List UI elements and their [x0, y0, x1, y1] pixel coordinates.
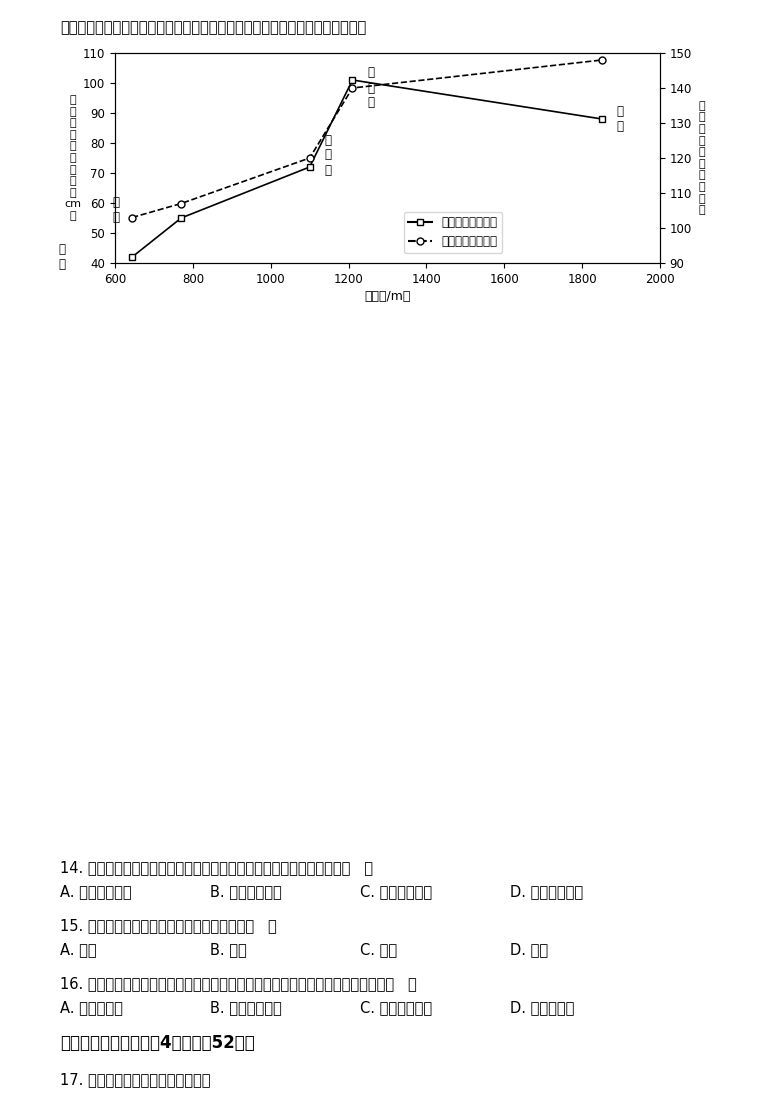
- Text: 特
克
斯: 特 克 斯: [367, 66, 374, 109]
- Text: D. 水资源管理: D. 水资源管理: [510, 1000, 574, 1015]
- Text: 伊犁地区五个观测站的土壤最大冻结深度和平均冻结日数。据此完成下面小题。: 伊犁地区五个观测站的土壤最大冻结深度和平均冻结日数。据此完成下面小题。: [60, 20, 367, 35]
- Text: 尼
勒
克: 尼 勒 克: [324, 133, 331, 176]
- Text: 昭
苏: 昭 苏: [616, 105, 623, 133]
- Text: 伊
宁: 伊 宁: [58, 243, 66, 271]
- X-axis label: （海拔/m）: （海拔/m）: [364, 290, 411, 303]
- Text: D. 气温: D. 气温: [510, 942, 548, 957]
- Text: 平
均
土
壤
冻
结
日
数
／
天: 平 均 土 壤 冻 结 日 数 ／ 天: [699, 100, 705, 215]
- Text: D. 平均气温更高: D. 平均气温更高: [510, 884, 583, 899]
- Text: A. 海拔: A. 海拔: [60, 942, 97, 957]
- Text: 土
壤
冻
结
最
大
深
度
（
cm
）: 土 壤 冻 结 最 大 深 度 （ cm ）: [65, 95, 81, 221]
- Text: C. 光照: C. 光照: [360, 942, 397, 957]
- Text: 15. 决定伊犁地区土壤冻结日数的根本因素是（   ）: 15. 决定伊犁地区土壤冻结日数的根本因素是（ ）: [60, 918, 277, 933]
- Legend: 土壤冻结最大深度, 平均土壤冻结日数: 土壤冻结最大深度, 平均土壤冻结日数: [404, 212, 502, 253]
- Text: 14. 与特克斯相比，昭苏土壤冻结最大深度较浅，其主要原因是昭苏的（   ）: 14. 与特克斯相比，昭苏土壤冻结最大深度较浅，其主要原因是昭苏的（ ）: [60, 860, 373, 875]
- Text: A. 人类活动更多: A. 人类活动更多: [60, 884, 132, 899]
- Text: 二、非选择题：本题共4小题，共52分。: 二、非选择题：本题共4小题，共52分。: [60, 1034, 255, 1052]
- Text: C. 太阳辐射更强: C. 太阳辐射更强: [360, 884, 432, 899]
- Text: A. 矿产品加工: A. 矿产品加工: [60, 1000, 123, 1015]
- Text: 16. 伊犁地区下列人类活动中，土壤冻结和融化的研究成果对其指导意义最大的是（   ）: 16. 伊犁地区下列人类活动中，土壤冻结和融化的研究成果对其指导意义最大的是（ …: [60, 976, 417, 990]
- Text: 巩
留: 巩 留: [112, 196, 119, 224]
- Text: C. 气象数据观测: C. 气象数据观测: [360, 1000, 432, 1015]
- Text: B. 普通火车运行: B. 普通火车运行: [210, 1000, 282, 1015]
- Text: B. 地表积雪更厚: B. 地表积雪更厚: [210, 884, 282, 899]
- Text: 17. 阅读图文材料，完成下列要求。: 17. 阅读图文材料，完成下列要求。: [60, 1072, 211, 1086]
- Text: B. 积雪: B. 积雪: [210, 942, 246, 957]
